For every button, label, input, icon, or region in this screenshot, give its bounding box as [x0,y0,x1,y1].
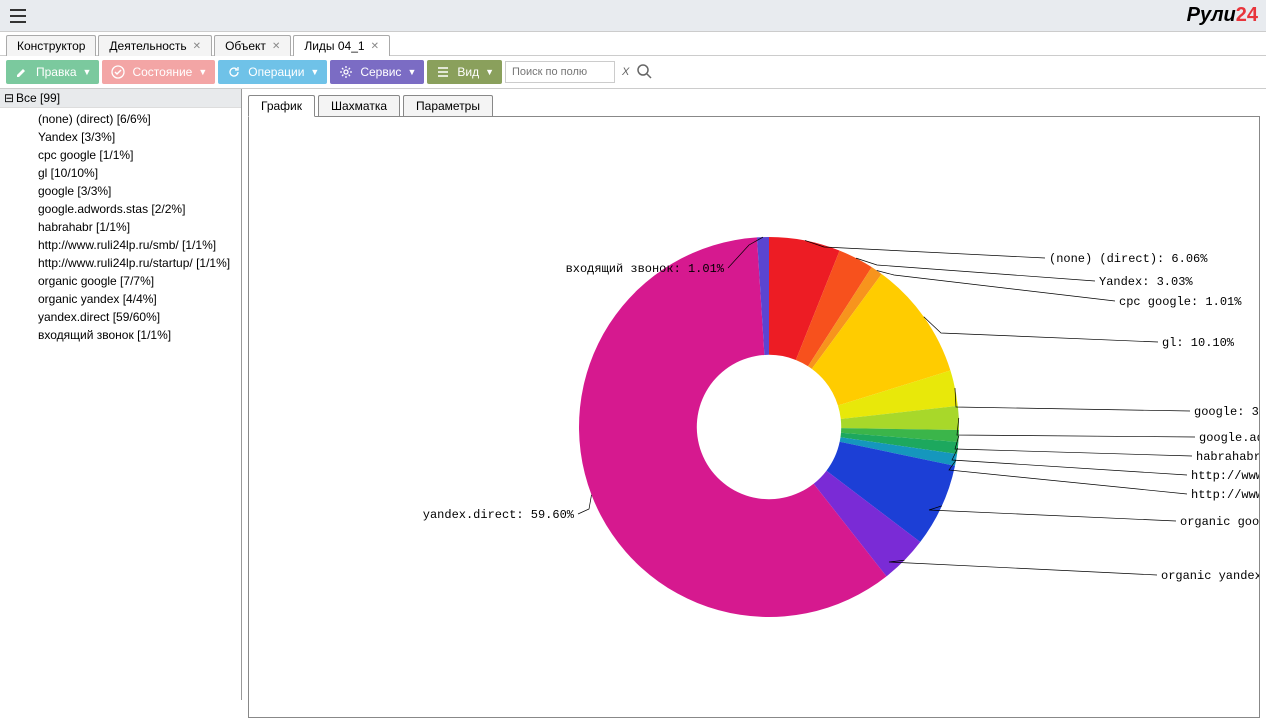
tree-item[interactable]: http://www.ruli24lp.ru/startup/ [1/1%] [38,254,241,272]
main-tabs: Конструктор Деятельность✕ Объект✕ Лиды 0… [0,32,1266,56]
tree-root[interactable]: ⊟ Все [99] [0,89,241,108]
tree-item[interactable]: yandex.direct [59/60%] [38,308,241,326]
close-icon[interactable]: ✕ [371,41,379,52]
donut-chart: (none) (direct): 6.06% Yandex: 3.03% cpc g… [249,117,1259,717]
hamburger-icon[interactable] [8,6,28,26]
tree-item[interactable]: habrahabr [1/1%] [38,218,241,236]
tree-item[interactable]: organic google [7/7%] [38,272,241,290]
chart-label: http://www.ruli24lp.ru/smb/: 1.01% [1191,469,1259,483]
list-icon [435,64,451,80]
close-icon[interactable]: ✕ [272,41,280,52]
chart-label: (none) (direct): 6.06% [1049,252,1208,266]
chart-label: google.adwords.stas: 2.02% [1199,431,1259,445]
operations-button[interactable]: Операции▼ [218,60,327,84]
chart-label: cpc google: 1.01% [1119,295,1242,309]
edit-button[interactable]: Правка▼ [6,60,99,84]
chart-label: habrahabr: 1.01% [1196,450,1259,464]
chart-label: Yandex: 3.03% [1099,275,1193,289]
tree-item[interactable]: http://www.ruli24lp.ru/smb/ [1/1%] [38,236,241,254]
chart-label: organic yandex: 4.04% [1161,569,1259,583]
tree-item[interactable]: google [3/3%] [38,182,241,200]
subtab-params[interactable]: Параметры [403,95,493,117]
edit-icon [14,64,30,80]
app-logo: Рули24 [1187,4,1258,27]
tab-object[interactable]: Объект✕ [214,35,291,56]
service-button[interactable]: Сервис▼ [330,60,424,84]
collapse-icon[interactable]: ⊟ [4,91,16,105]
check-icon [110,64,126,80]
clear-search-button[interactable]: X [622,66,629,78]
tree-item[interactable]: входящий звонок [1/1%] [38,326,241,344]
tree-item[interactable]: Yandex [3/3%] [38,128,241,146]
chart-label: organic google: 7.07% [1180,515,1259,529]
tab-constructor[interactable]: Конструктор [6,35,96,56]
state-button[interactable]: Состояние▼ [102,60,215,84]
tree-item[interactable]: (none) (direct) [6/6%] [38,110,241,128]
subtab-chess[interactable]: Шахматка [318,95,400,117]
chart-label: http://www.ruli24lp.ru/startup/: 1.01% [1191,488,1259,502]
chart-label: gl: 10.10% [1162,336,1235,350]
tree-item[interactable]: google.adwords.stas [2/2%] [38,200,241,218]
tree-item[interactable]: organic yandex [4/4%] [38,290,241,308]
close-icon[interactable]: ✕ [193,41,201,52]
chart-label: входящий звонок: 1.01% [566,262,725,276]
chart-label: google: 3.03% [1194,405,1259,419]
chart-label: yandex.direct: 59.60% [423,508,575,522]
tab-leads[interactable]: Лиды 04_1✕ [293,35,390,56]
search-input[interactable] [505,61,615,83]
search-icon[interactable] [636,63,652,82]
subtab-chart[interactable]: График [248,95,315,117]
chart-panel: (none) (direct): 6.06% Yandex: 3.03% cpc g… [248,116,1260,718]
gear-icon [338,64,354,80]
tree-item[interactable]: cpc google [1/1%] [38,146,241,164]
tab-activity[interactable]: Деятельность✕ [98,35,212,56]
subtabs: График Шахматка Параметры [242,89,1266,117]
view-button[interactable]: Вид▼ [427,60,502,84]
tree-item[interactable]: gl [10/10%] [38,164,241,182]
toolbar: Правка▼ Состояние▼ Операции▼ Сервис▼ Вид… [0,56,1266,89]
sidebar-tree: ⊟ Все [99] (none) (direct) [6/6%]Yandex … [0,89,242,700]
refresh-icon [226,64,242,80]
app-header: Рули24 [0,0,1266,32]
